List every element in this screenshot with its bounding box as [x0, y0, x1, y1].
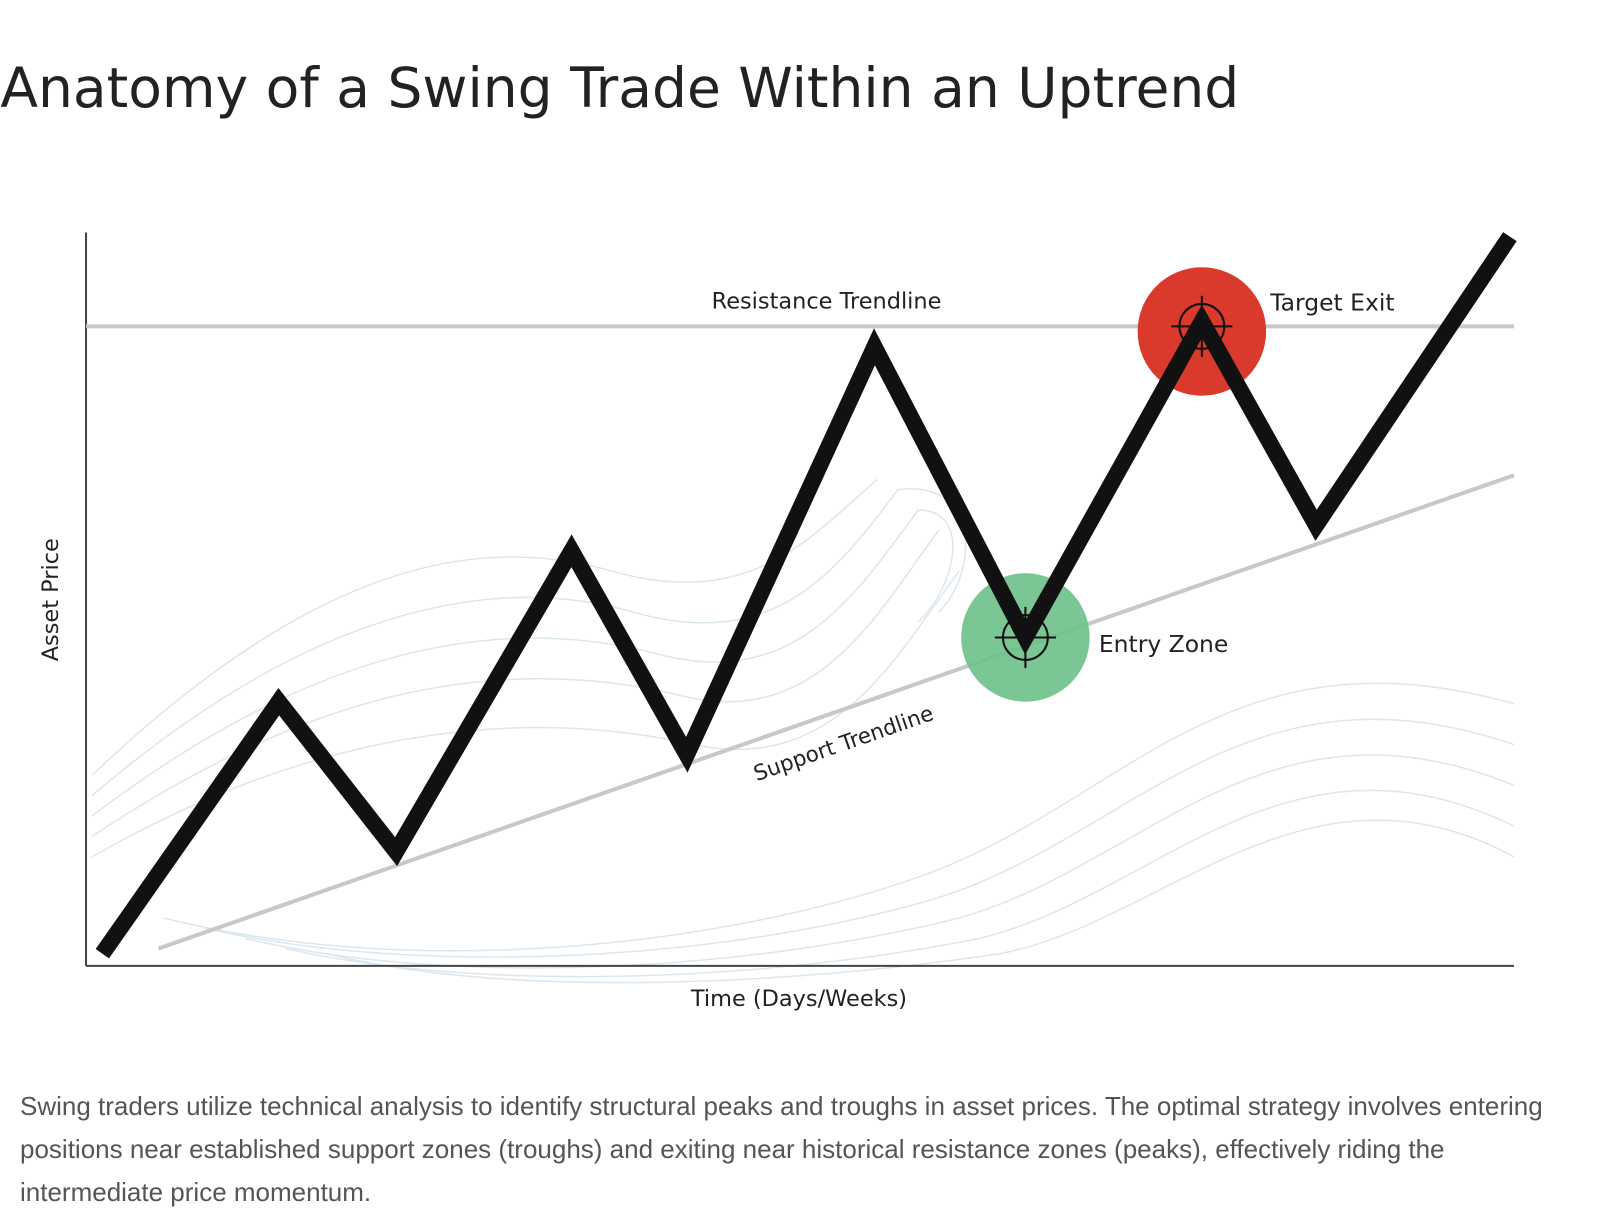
y-axis-label: Asset Price	[38, 538, 64, 661]
exit-label: Target Exit	[1269, 288, 1394, 316]
price-path	[95, 232, 1517, 959]
caption: Swing traders utilize technical analysis…	[20, 1091, 1543, 1207]
support-line	[157, 473, 1515, 951]
exit-crosshair	[1171, 295, 1233, 357]
resistance-label: Resistance Trendline	[712, 288, 942, 314]
entry-label: Entry Zone	[1099, 630, 1228, 658]
entry-crosshair	[994, 606, 1057, 669]
title: Anatomy of a Swing Trade Within an Uptre…	[0, 56, 1239, 120]
x-axis-label: Time (Days/Weeks)	[690, 986, 907, 1012]
